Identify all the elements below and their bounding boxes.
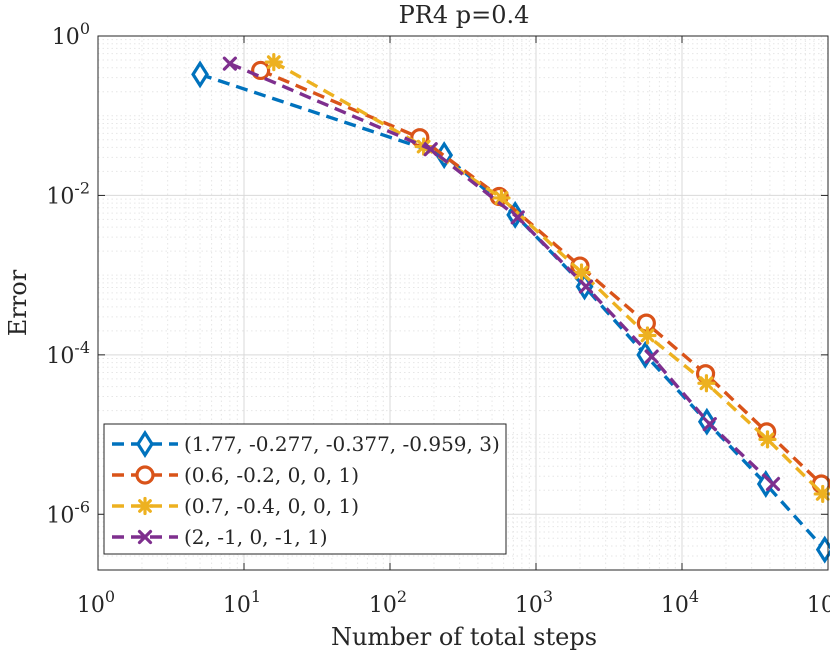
series-3-point <box>638 326 657 345</box>
x-tick-base: 10 <box>223 593 251 618</box>
series-4-point <box>765 476 781 492</box>
series-4-point <box>578 279 594 294</box>
legend-label: (2, -1, 0, -1, 1) <box>184 525 328 549</box>
series-3-point <box>572 263 591 282</box>
x-tick-base: 10 <box>77 593 105 618</box>
plot-frame <box>97 35 829 571</box>
y-tick-label: 100 <box>52 19 90 50</box>
series-1-point <box>191 60 209 89</box>
x-tick-base: 10 <box>807 593 830 618</box>
y-tick-label: 10-2 <box>46 178 90 209</box>
series-4 <box>222 56 781 492</box>
legend: (1.77, -0.277, -0.377, -0.959, 3) (0.6, -… <box>103 423 507 555</box>
series-3-point <box>697 374 716 393</box>
legend-label: (1.77, -0.277, -0.377, -0.959, 3) <box>184 432 500 456</box>
legend-label: (0.7, -0.4, 0, 0, 1) <box>184 494 359 518</box>
series-3-point <box>758 430 777 449</box>
series-4-point <box>644 349 659 364</box>
y-tick-base: 10 <box>52 25 80 50</box>
series-4-point <box>702 417 717 432</box>
x-tick-base: 10 <box>661 593 689 618</box>
x-tick-base: 10 <box>515 593 543 618</box>
chart-title: PR4 p=0.4 <box>399 1 530 29</box>
legend-label: (0.6, -0.2, 0, 0, 1) <box>184 463 359 487</box>
y-tick-exponent: -2 <box>74 178 90 197</box>
x-tick-exponent: 0 <box>105 587 115 606</box>
series-group <box>191 53 830 564</box>
legend-item: (0.7, -0.4, 0, 0, 1) <box>112 494 359 518</box>
x-tick-label: 101 <box>223 587 261 618</box>
series-4-point <box>222 56 237 71</box>
x-tick-exponent: 3 <box>543 587 553 606</box>
legend-item: (0.6, -0.2, 0, 0, 1) <box>112 463 359 487</box>
y-tick-label: 10-4 <box>46 338 90 369</box>
series-3-point <box>492 188 511 208</box>
legend-item: (2, -1, 0, -1, 1) <box>112 525 328 549</box>
legend-marker <box>136 430 154 458</box>
y-tick-exponent: -4 <box>74 338 90 357</box>
x-tick-exponent: 2 <box>397 587 407 606</box>
x-axis-label: Number of total steps <box>331 623 597 651</box>
x-tick-base: 10 <box>369 593 397 618</box>
y-axis-label: Error <box>4 269 32 336</box>
x-tick-exponent: 1 <box>251 587 261 606</box>
x-tick-label: 104 <box>661 587 699 618</box>
legend-marker <box>137 529 153 545</box>
x-tick-label: 103 <box>515 587 553 618</box>
axis-ticks <box>97 35 829 570</box>
legend-item: (1.77, -0.277, -0.377, -0.959, 3) <box>112 430 500 458</box>
y-tick-base: 10 <box>46 184 74 209</box>
x-tick-label: 100 <box>77 587 115 618</box>
y-tick-base: 10 <box>46 503 74 528</box>
y-tick-exponent: -6 <box>74 497 90 516</box>
series-2-line <box>259 68 823 486</box>
x-tick-exponent: 4 <box>689 587 699 606</box>
legend-marker <box>135 496 155 516</box>
y-tick-exponent: 0 <box>80 19 90 38</box>
series-3-line <box>272 60 824 496</box>
series-4-point <box>510 210 525 225</box>
x-tick-label: 102 <box>369 587 407 618</box>
y-tick-base: 10 <box>46 344 74 369</box>
legend-marker <box>135 465 155 485</box>
x-tick-label: 105 <box>807 587 830 618</box>
x-tick-labels: 100101102103104105 <box>77 587 830 618</box>
series-1-point <box>815 535 830 564</box>
series-3-point <box>264 53 283 72</box>
y-tick-label: 10-6 <box>46 497 90 528</box>
series-4-point <box>423 142 438 157</box>
